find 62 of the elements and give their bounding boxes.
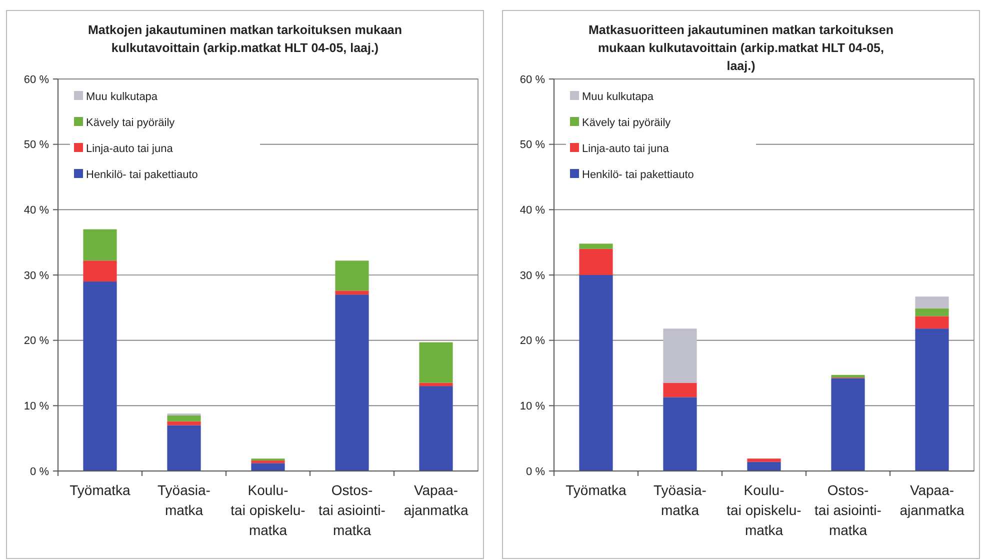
bar [579, 244, 613, 249]
legend-label: Linja-auto tai juna [582, 142, 670, 155]
legend-label: Henkilö- tai pakettiauto [86, 168, 198, 181]
y-tick-label: 20 % [24, 335, 50, 348]
bar [915, 316, 949, 329]
bar [167, 415, 201, 422]
x-tick-label: Työmatka [70, 482, 131, 498]
legend-label: Kävely tai pyöräily [582, 116, 672, 129]
bar [419, 342, 453, 383]
bar [251, 463, 285, 471]
y-tick-label: 30 % [24, 270, 50, 282]
bar [747, 462, 781, 471]
bar [747, 458, 781, 462]
y-tick-label: 10 % [520, 400, 546, 413]
legend-label: Henkilö- tai pakettiauto [582, 168, 694, 181]
chart-title: Matkasuoritteen jakautuminen matkan tarkoituksen mukaan kulkutavoittain (arkip.matkat HLT 04-05, laaj.) [588, 23, 894, 73]
legend-label: Kävely tai pyöräily [86, 116, 176, 129]
y-tick-label: 30 % [520, 270, 546, 282]
bar [83, 260, 117, 282]
x-tick-label: Vapaa-ajanmatka [404, 482, 469, 518]
bar [579, 275, 613, 471]
x-tick-label: Ostos- tai asiointi-matka [814, 482, 882, 538]
bar [167, 425, 201, 471]
bar [915, 308, 949, 316]
x-tick-label: Koulu- tai opiskelu-matka [230, 482, 306, 538]
bar [83, 229, 117, 261]
bar [167, 421, 201, 426]
y-tick-label: 0 % [526, 466, 546, 478]
bar [915, 328, 949, 471]
x-tick-label: Työasia-matka [654, 482, 707, 518]
y-tick-label: 50 % [520, 139, 546, 152]
x-tick-label: Työmatka [566, 482, 627, 498]
chart-title: Matkojen jakautuminen matkan tarkoituksen mukaan kulkutavoittain (arkip.matkat HLT 04-05, laaj.) [88, 23, 402, 55]
legend-label: Muu kulkutapa [582, 90, 654, 103]
legend-label: Linja-auto tai juna [86, 142, 174, 155]
bar [831, 378, 865, 471]
x-tick-label: Ostos- tai asiointi-matka [318, 482, 386, 538]
bar [419, 382, 453, 386]
bar [419, 386, 453, 471]
bar [663, 397, 697, 471]
bar [335, 294, 369, 471]
y-tick-label: 10 % [24, 400, 50, 413]
bar [579, 248, 613, 275]
x-tick-label: Koulu- tai opiskelu-matka [726, 482, 802, 538]
y-tick-label: 0 % [30, 466, 50, 478]
bar [335, 290, 369, 295]
legend-label: Muu kulkutapa [86, 90, 158, 103]
bar [831, 374, 865, 378]
bar [83, 282, 117, 471]
y-tick-label: 50 % [24, 139, 50, 152]
bar [251, 460, 285, 464]
bar [663, 328, 697, 383]
y-tick-label: 60 % [24, 74, 50, 86]
y-tick-label: 20 % [520, 335, 546, 348]
y-tick-label: 60 % [520, 74, 546, 86]
x-tick-label: Vapaa-ajanmatka [900, 482, 965, 518]
x-tick-label: Työasia-matka [158, 482, 211, 518]
bar [335, 260, 369, 291]
bar [915, 296, 949, 308]
y-tick-label: 40 % [520, 204, 546, 217]
bar [663, 382, 697, 398]
y-tick-label: 40 % [24, 204, 50, 217]
